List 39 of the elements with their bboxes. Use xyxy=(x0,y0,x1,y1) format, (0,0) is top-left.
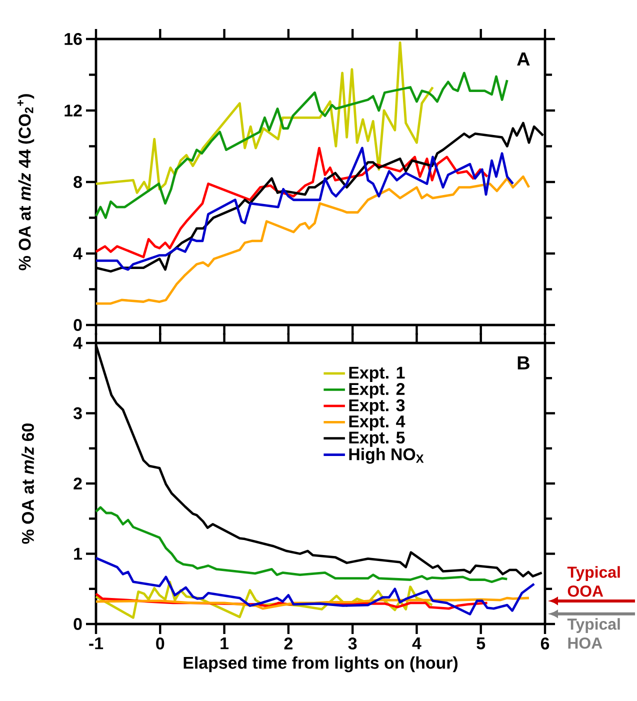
y-axis-title: % OA at m/z 60 xyxy=(22,423,34,544)
text: Typical HOA xyxy=(567,618,620,649)
legend-label: Expt. 3 xyxy=(349,399,405,415)
line-series xyxy=(94,175,530,305)
x-tick-label: 0 xyxy=(156,638,164,650)
y-tick-label: 0 xyxy=(74,618,82,630)
y-tick-label: 0 xyxy=(74,318,82,331)
x-tick-label: 2 xyxy=(284,638,292,650)
y-tick-label: 8 xyxy=(74,176,82,188)
x-tick-label: 1 xyxy=(220,638,229,650)
x-axis-title: Elapsed time from lights on (hour) xyxy=(184,656,458,672)
x-tick-label: -1 xyxy=(89,638,104,650)
line-series xyxy=(94,41,434,194)
x-tick-label: 4 xyxy=(412,638,422,650)
text: Typical OOA xyxy=(567,566,620,597)
y-tick-label: 3 xyxy=(73,407,82,420)
y-tick-label: 12 xyxy=(64,104,82,116)
y-tick-label: 4 xyxy=(73,248,82,260)
x-tick-label: 5 xyxy=(476,638,486,650)
y-tick-label: 1 xyxy=(74,548,82,560)
x-tick-label: 3 xyxy=(348,638,357,650)
line-series xyxy=(94,146,488,258)
line-series xyxy=(94,72,508,219)
text: A xyxy=(517,52,530,66)
line-series xyxy=(94,506,508,584)
legend-label: Expt. 4 xyxy=(349,416,406,431)
legend-label: High NO$_{X}$ xyxy=(349,448,424,464)
y-tick-label: 4 xyxy=(73,337,82,349)
x-tick-label: 6 xyxy=(540,638,550,650)
line-series xyxy=(94,580,434,619)
y-tick-label: 2 xyxy=(74,478,82,490)
legend-label: Expt. 2 xyxy=(349,382,405,398)
text: B xyxy=(518,356,530,370)
legend-label: Expt. 1 xyxy=(349,366,405,382)
y-tick-label: 16 xyxy=(64,32,82,45)
y-axis-title: % OA at m/z 44 (CO$_{2}$$^{+}$) xyxy=(17,94,34,270)
line-series xyxy=(94,556,536,616)
line-series xyxy=(94,146,514,271)
legend-label: Expt. 5 xyxy=(349,432,405,447)
